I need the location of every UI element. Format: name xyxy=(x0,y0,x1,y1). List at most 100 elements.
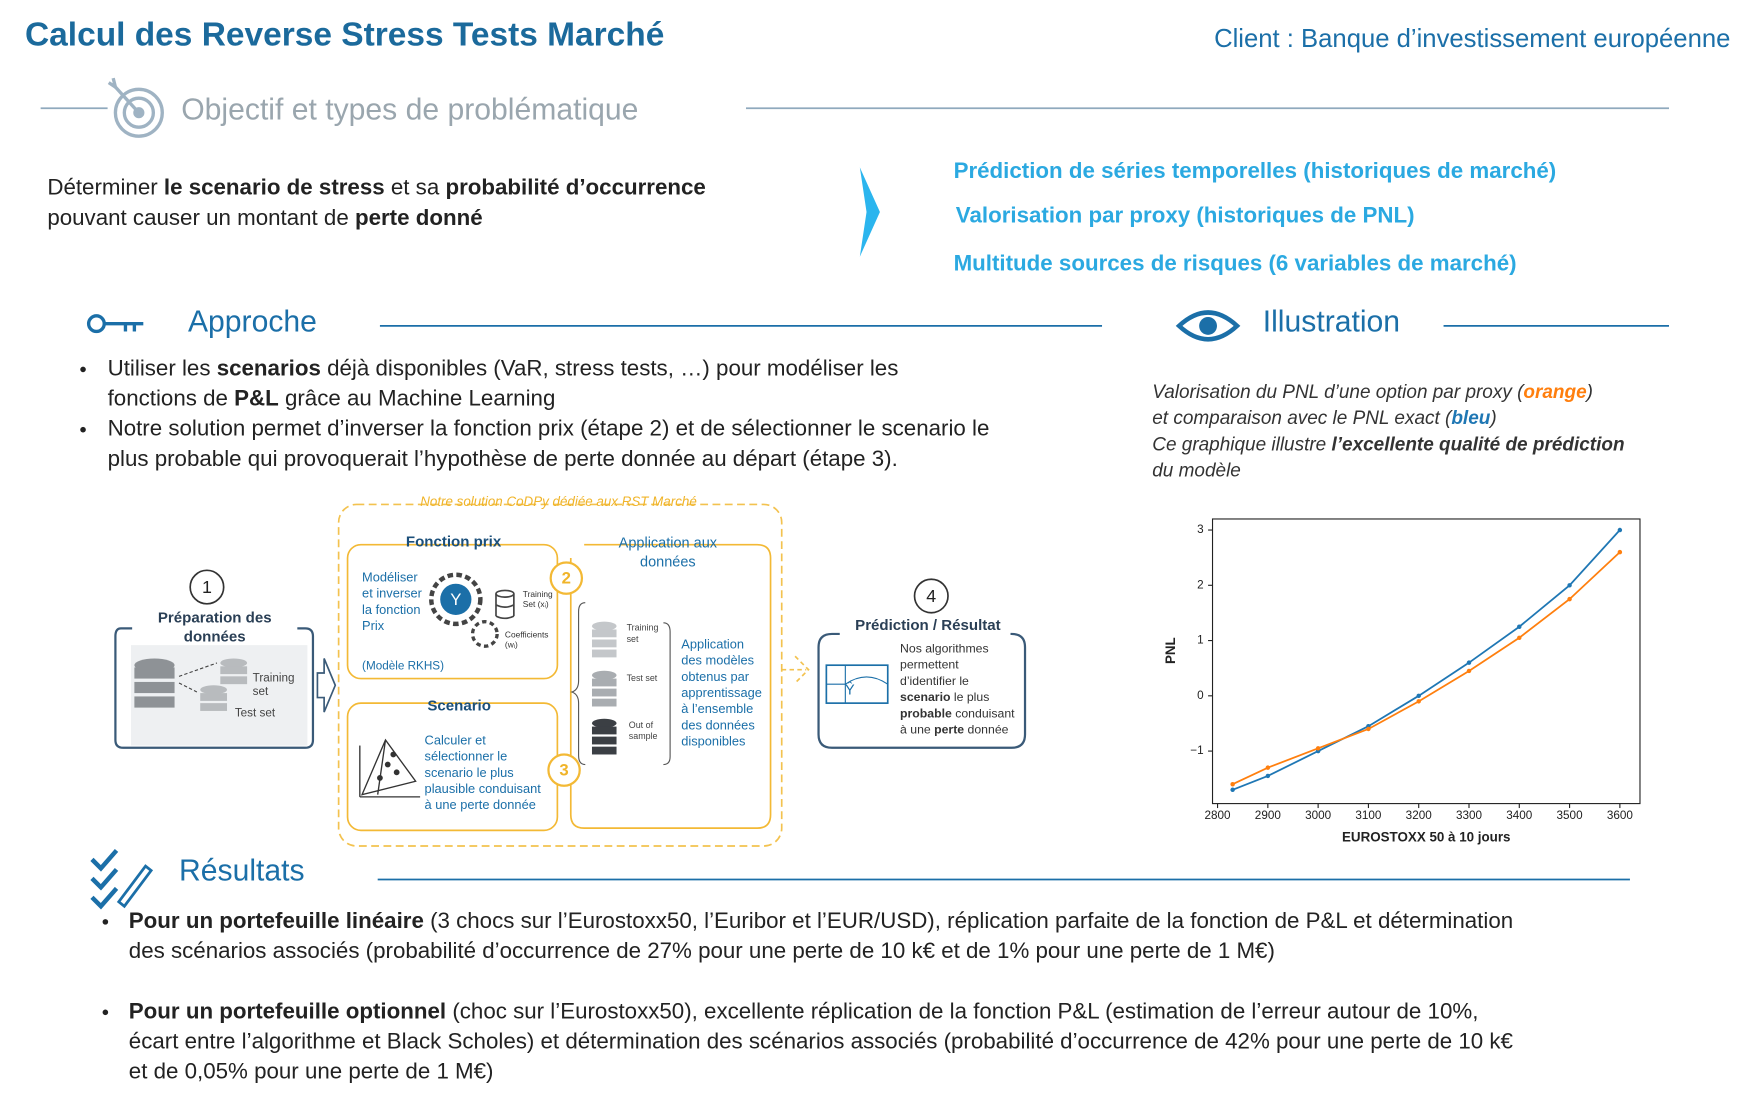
text-line: apprentissage xyxy=(681,685,762,700)
text-span: et de 0,05% pour une perte de 1 M€) xyxy=(129,1058,494,1083)
text-line: scenario le plus xyxy=(425,765,514,780)
bullet xyxy=(102,1009,109,1016)
approach-heading xyxy=(86,314,1103,334)
data-point xyxy=(1230,782,1235,787)
data-point xyxy=(1315,746,1321,751)
text-line: set xyxy=(253,685,269,698)
text-span: grâce au Machine Learning xyxy=(279,385,556,410)
section-title: Objectif et types de problématique xyxy=(181,94,638,127)
bold-text: orange xyxy=(1523,382,1587,403)
x-tick-label: 2800 xyxy=(1205,809,1232,822)
text-line: set xyxy=(627,634,639,644)
x-axis-label: EUROSTOXX 50 à 10 jours xyxy=(1342,830,1511,845)
data-point xyxy=(1567,596,1572,602)
text-line: Prix xyxy=(362,618,385,633)
x-tick-label: 3600 xyxy=(1607,809,1634,822)
bold-text: scenario xyxy=(900,690,951,704)
text-line: et comparaison avec le PNL exact (bleu) xyxy=(1152,408,1496,429)
text-line: Préparation des xyxy=(158,609,272,626)
text-span: déjà disponibles (VaR, stress tests, …) … xyxy=(321,355,898,380)
text-span: fonctions de xyxy=(108,385,235,410)
text-span: (3 chocs sur l’Eurostoxx50, l’Euribor et… xyxy=(424,908,1513,933)
bullet xyxy=(80,366,86,373)
chevron xyxy=(859,167,880,257)
plot-frame xyxy=(1211,518,1641,805)
text-line: des scénarios associés (probabilité d’oc… xyxy=(129,938,1275,963)
page-title: Calcul des Reverse Stress Tests Marché xyxy=(25,17,664,54)
text-line: obtenus par xyxy=(681,669,749,684)
diagram xyxy=(114,503,1027,847)
data-point xyxy=(1517,635,1522,641)
x-tick-label: 3300 xyxy=(1456,809,1483,822)
text-line: Ce graphique illustre l’excellente quali… xyxy=(1152,434,1624,455)
data-point xyxy=(1416,699,1421,704)
text-span: écart entre l’algorithme et Black Schole… xyxy=(129,1028,1514,1053)
data-point xyxy=(1617,549,1623,555)
text-line: Calculer et xyxy=(425,732,487,747)
diagram-label: Y xyxy=(450,590,461,609)
series-line xyxy=(1232,551,1621,786)
diagram-label: 4 xyxy=(926,586,936,606)
text-span: du modèle xyxy=(1152,461,1241,482)
text-line: Déterminer le scenario de stress et sa p… xyxy=(47,175,705,200)
diagram-label: Fonction prix xyxy=(406,533,502,550)
x-tick-label: 3200 xyxy=(1406,809,1433,822)
text-line: Valorisation du PNL d’une option par pro… xyxy=(1152,382,1593,403)
text-span: plus probable qui provoquerait l’hypothè… xyxy=(108,446,898,471)
text-span: et sa xyxy=(385,175,446,200)
data-point xyxy=(1265,773,1271,779)
diagram-label: Ŷ xyxy=(845,682,855,699)
text-line: à une perte donnée xyxy=(425,797,536,812)
text-span: permettent xyxy=(900,658,959,672)
x-tick-label: 2900 xyxy=(1255,809,1282,822)
bold-text: probabilité d’occurrence xyxy=(445,175,705,200)
text-line: Pour un portefeuille optionnel (choc sur… xyxy=(129,998,1479,1023)
text-line: Utiliser les scenarios déjà disponibles … xyxy=(108,355,899,380)
data-point xyxy=(1416,693,1421,699)
problem-type: Multitude sources de risques (6 variable… xyxy=(954,250,1517,275)
text-line: à une perte donnée xyxy=(900,723,1009,737)
x-tick-label: 3400 xyxy=(1506,809,1533,822)
diagram-label: 1 xyxy=(202,577,212,597)
text-line: probable conduisant xyxy=(900,707,1015,721)
diagram-label: Scenario xyxy=(427,697,491,714)
text-span: Nos algorithmes xyxy=(900,642,989,656)
text-span: (choc sur l’Eurostoxx50), excellente rép… xyxy=(446,998,1478,1023)
text-line: et de 0,05% pour une perte de 1 M€) xyxy=(129,1058,494,1083)
bold-text: l’excellente qualité de prédiction xyxy=(1332,434,1625,455)
text-span: donnée xyxy=(964,723,1009,737)
y-tick-label: 1 xyxy=(1197,634,1204,647)
text-span: et comparaison avec le PNL exact ( xyxy=(1152,408,1453,429)
y-tick-label: −1 xyxy=(1190,744,1203,757)
text-span: Ce graphique illustre xyxy=(1152,434,1331,455)
results-heading xyxy=(90,848,1630,910)
text-line: des modèles xyxy=(681,653,754,668)
text-span: pouvant causer un montant de xyxy=(47,205,355,230)
x-tick-label: 3500 xyxy=(1557,809,1584,822)
diagram-label: Test set xyxy=(235,706,276,719)
diagram-label: (Modèle RKHS) xyxy=(362,659,444,672)
text-line: Out of xyxy=(629,720,654,730)
text-span: ) xyxy=(1585,382,1593,403)
x-tick-label: 3000 xyxy=(1305,809,1332,822)
text-span: Déterminer xyxy=(47,175,164,200)
text-span: conduisant xyxy=(952,707,1015,721)
text-line: (wᵢ) xyxy=(505,639,518,649)
data-point xyxy=(1466,668,1472,674)
problem-type: Prédiction de séries temporelles (histor… xyxy=(954,158,1557,183)
text-line: plus probable qui provoquerait l’hypothè… xyxy=(108,446,898,471)
series-line xyxy=(1232,529,1621,791)
text-span: d’identifier le xyxy=(900,674,969,688)
bold-text: P&L xyxy=(234,385,279,410)
text-span: ) xyxy=(1488,408,1496,429)
bold-text: bleu xyxy=(1451,408,1490,429)
text-span: à une xyxy=(900,723,934,737)
text-line: données xyxy=(640,554,696,570)
text-line: la fonction xyxy=(362,602,420,617)
text-span: Valorisation du PNL d’une option par pro… xyxy=(1152,382,1525,403)
section-title: Résultats xyxy=(179,855,305,888)
data-point xyxy=(1366,726,1371,732)
text-line: Notre solution permet d’inverser la fonc… xyxy=(108,416,990,441)
y-tick-label: 0 xyxy=(1197,689,1204,702)
diagram-label: 3 xyxy=(559,761,568,780)
